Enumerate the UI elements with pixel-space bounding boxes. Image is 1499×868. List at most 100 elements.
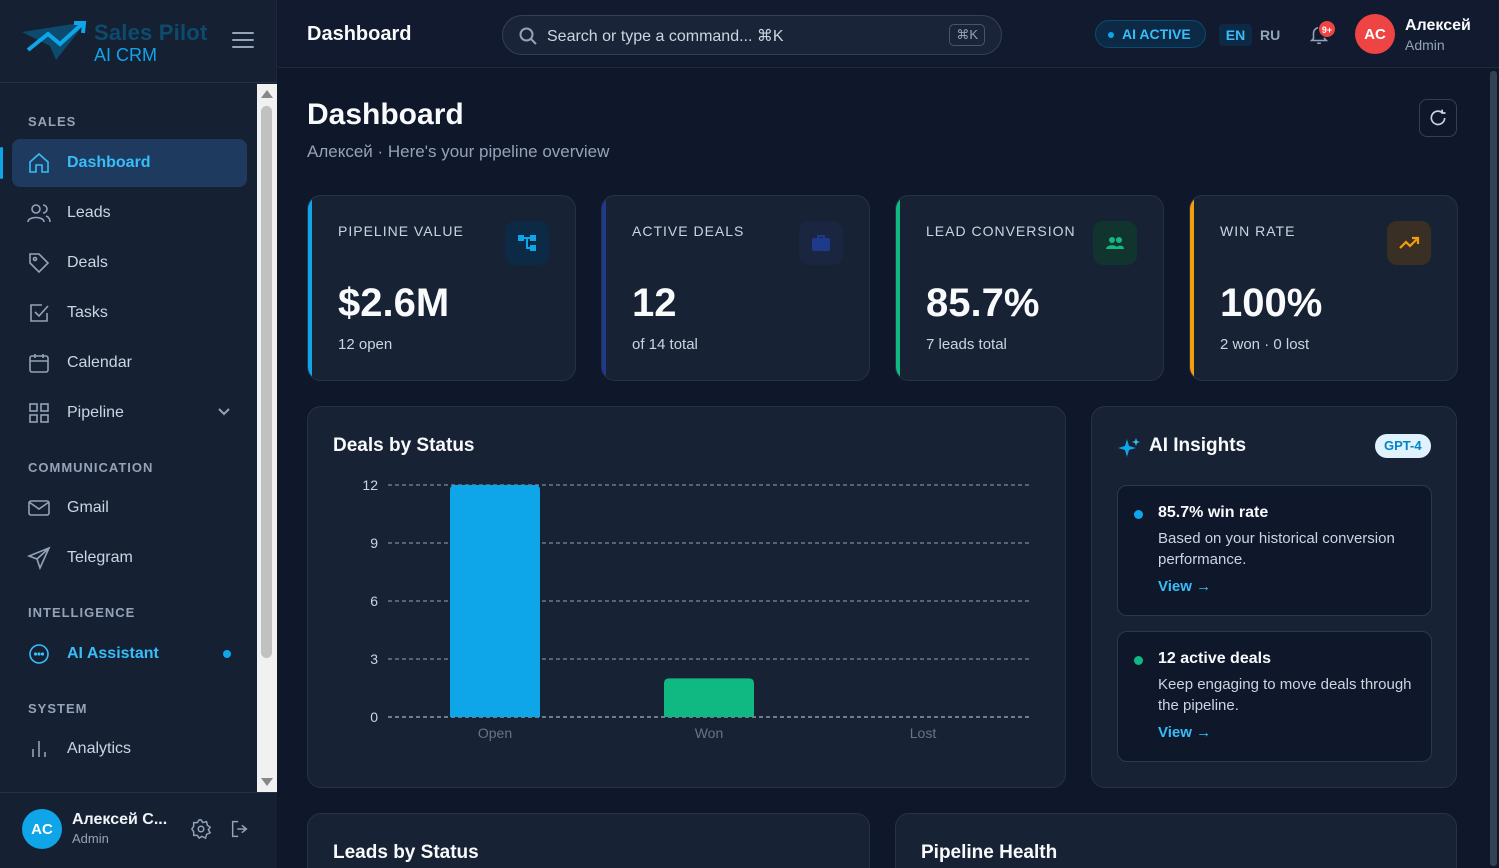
insight-title: 85.7% win rate <box>1158 504 1269 521</box>
stat-value: $2.6M <box>338 281 450 325</box>
sidebar: Sales Pilot AI CRM SALES Dashboard Leads… <box>0 0 277 868</box>
mail-icon <box>26 495 52 521</box>
hierarchy-icon <box>505 221 549 265</box>
stat-label: LEAD CONVERSION <box>926 223 1076 239</box>
scroll-down-icon[interactable] <box>261 778 273 786</box>
gear-icon[interactable] <box>190 818 214 842</box>
sidebar-item-analytics[interactable]: Analytics <box>12 725 247 773</box>
sidebar-item-label: AI Assistant <box>67 645 159 662</box>
group-icon <box>1093 221 1137 265</box>
stat-card-pipeline-value[interactable]: PIPELINE VALUE $2.6M 12 open <box>307 195 576 381</box>
nav-section-sales: SALES <box>28 114 77 129</box>
sidebar-item-label: Leads <box>67 204 111 221</box>
grid-icon <box>26 400 52 426</box>
search-shortcut: ⌘K <box>949 24 985 46</box>
sidebar-item-label: Dashboard <box>67 154 151 171</box>
sidebar-item-label: Telegram <box>67 549 133 566</box>
calendar-icon <box>26 350 52 376</box>
y-tick-label: 6 <box>370 593 378 609</box>
sidebar-item-ai-assistant[interactable]: AI Assistant <box>12 630 247 678</box>
sidebar-item-label: Calendar <box>67 354 132 371</box>
nav-section-communication: COMMUNICATION <box>28 460 154 475</box>
stat-value: 12 <box>632 281 677 325</box>
insight-text: Keep engaging to move deals through the … <box>1158 676 1412 714</box>
card-title: Leads by Status <box>333 842 479 863</box>
card-title: Pipeline Health <box>921 842 1058 863</box>
card-title: AI Insights <box>1149 435 1247 456</box>
page-title: Dashboard <box>307 98 464 131</box>
sidebar-item-telegram[interactable]: Telegram <box>12 534 247 582</box>
stat-label: WIN RATE <box>1220 223 1296 239</box>
send-icon <box>26 545 52 571</box>
bar-open[interactable] <box>450 485 540 717</box>
brand-name: Sales Pilot <box>94 20 208 45</box>
topbar-title: Dashboard <box>307 23 412 45</box>
chevron-down-icon[interactable] <box>217 405 231 419</box>
logout-icon[interactable] <box>229 818 253 842</box>
stat-label: PIPELINE VALUE <box>338 223 464 239</box>
sparkles-icon <box>1118 438 1140 457</box>
avatar[interactable]: AC <box>22 809 62 849</box>
stat-card-win-rate[interactable]: WIN RATE 100% 2 won · 0 lost <box>1189 195 1458 381</box>
refresh-button[interactable] <box>1419 99 1457 137</box>
stat-value: 100% <box>1220 281 1323 325</box>
model-badge: GPT-4 <box>1375 434 1431 458</box>
bar-chart-icon <box>26 736 52 762</box>
main-scrollbar[interactable] <box>1488 69 1499 868</box>
scroll-thumb[interactable] <box>1490 71 1497 866</box>
y-tick-label: 9 <box>370 535 378 551</box>
y-tick-label: 12 <box>362 477 378 493</box>
trending-up-icon <box>1387 221 1431 265</box>
checkbox-icon <box>26 300 52 326</box>
lang-ru-button[interactable]: RU <box>1260 27 1281 43</box>
insight-item: 85.7% win rate Based on your historical … <box>1117 485 1432 616</box>
stat-sub: 2 won · 0 lost <box>1220 336 1310 353</box>
insight-view-link[interactable]: View → <box>1158 724 1212 741</box>
stat-card-active-deals[interactable]: ACTIVE DEALS 12 of 14 total <box>601 195 870 381</box>
ai-insights-card: AI Insights GPT-4 85.7% win rate Based o… <box>1091 406 1457 788</box>
sidebar-scrollbar[interactable] <box>257 84 277 792</box>
notification-badge: 9+ <box>1318 20 1336 38</box>
status-dot <box>1134 656 1143 665</box>
insight-text: Based on your historical conversion perf… <box>1158 530 1395 568</box>
deals-by-status-card: Deals by Status 0 3 6 9 12 Open Won Lost <box>307 406 1066 788</box>
sidebar-item-deals[interactable]: Deals <box>12 239 247 287</box>
stat-sub: 7 leads total <box>926 336 1007 353</box>
y-tick-label: 0 <box>370 709 378 725</box>
sidebar-item-pipeline[interactable]: Pipeline <box>12 389 247 437</box>
sidebar-item-label: Analytics <box>67 740 132 757</box>
nav-section-system: SYSTEM <box>28 701 88 716</box>
lang-en-button[interactable]: EN <box>1219 24 1252 46</box>
stat-card-lead-conversion[interactable]: LEAD CONVERSION 85.7% 7 leads total <box>895 195 1164 381</box>
user-name[interactable]: Алексей <box>1405 17 1471 34</box>
sidebar-item-tasks[interactable]: Tasks <box>12 289 247 337</box>
sidebar-item-calendar[interactable]: Calendar <box>12 339 247 387</box>
insight-view-link[interactable]: View → <box>1158 578 1212 595</box>
sidebar-item-label: Tasks <box>67 304 108 321</box>
menu-toggle-icon[interactable] <box>232 32 254 50</box>
avatar[interactable]: AC <box>1355 14 1395 54</box>
sidebar-item-dashboard[interactable]: Dashboard <box>0 139 247 187</box>
sidebar-item-gmail[interactable]: Gmail <box>12 484 247 532</box>
brand-subtitle: AI CRM <box>94 45 157 65</box>
brand: Sales Pilot AI CRM <box>0 0 277 83</box>
user-name: Алексей С... <box>72 811 168 828</box>
paper-plane-logo-icon <box>22 21 87 60</box>
tag-icon <box>26 250 52 276</box>
sidebar-user: AC Алексей С... Admin <box>0 792 277 868</box>
scroll-thumb[interactable] <box>261 106 272 658</box>
main-content: Dashboard Алексей · Here's your pipeline… <box>278 69 1488 868</box>
card-title: Deals by Status <box>333 435 475 456</box>
insight-item: 12 active deals Keep engaging to move de… <box>1117 631 1432 762</box>
ai-status-badge[interactable]: AI ACTIVE <box>1095 20 1206 48</box>
y-tick-label: 3 <box>370 651 378 667</box>
deals-bar-chart: 0 3 6 9 12 Open Won Lost <box>362 477 1030 741</box>
nav-section-intelligence: INTELLIGENCE <box>28 605 136 620</box>
x-tick-label: Open <box>478 725 512 741</box>
scroll-up-icon[interactable] <box>261 90 273 98</box>
bot-icon <box>26 641 52 667</box>
bar-won[interactable] <box>664 678 754 717</box>
search-input[interactable]: Search or type a command... ⌘K ⌘K <box>502 15 1002 55</box>
status-dot <box>1134 510 1143 519</box>
sidebar-item-leads[interactable]: Leads <box>12 189 247 237</box>
